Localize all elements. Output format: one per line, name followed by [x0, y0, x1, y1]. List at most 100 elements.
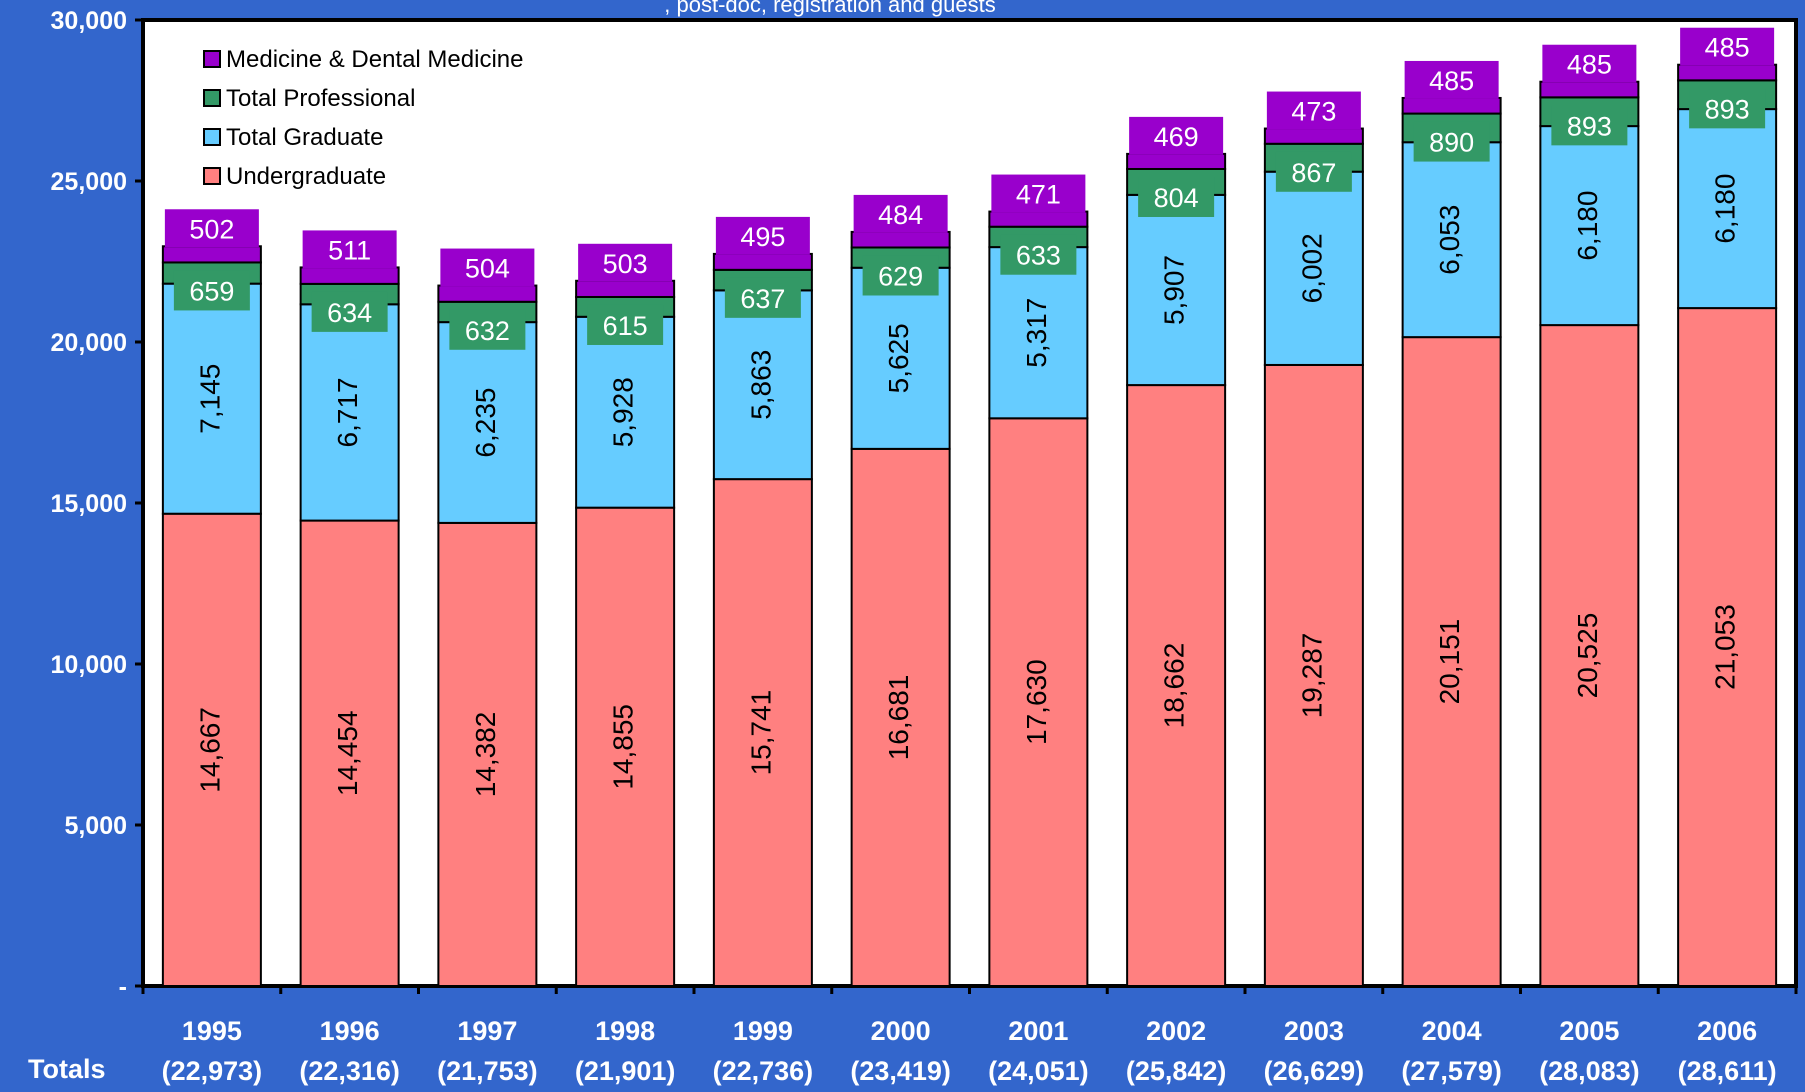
data-label-medicine: 485 [1705, 33, 1750, 63]
bar-segment-total-graduate [1263, 170, 1364, 366]
bar-segment-medicine-dental-medicine [1401, 96, 1502, 115]
legend-swatch [203, 89, 221, 107]
bar-segment-undergraduate [161, 512, 262, 987]
bar-segment-medicine-dental-medicine [1539, 80, 1640, 99]
bar-segment-total-graduate [1126, 193, 1227, 387]
data-label-box-medicine [853, 194, 948, 233]
data-label-graduate: 6,053 [1434, 205, 1465, 275]
data-label-professional: 629 [878, 261, 923, 291]
data-label-box-medicine [164, 209, 259, 248]
data-label-undergraduate: 14,454 [332, 710, 363, 796]
data-label-box-professional [1275, 151, 1352, 192]
data-label-box-medicine [1542, 44, 1637, 83]
x-tick-label-year: 2005 [1559, 1016, 1619, 1046]
y-tick-label: 15,000 [51, 490, 127, 518]
x-tick-label-total: (21,753) [437, 1056, 538, 1086]
y-tick-label: 10,000 [51, 651, 127, 679]
data-label-medicine: 511 [328, 235, 371, 265]
legend-entry: Medicine & Dental Medicine [226, 46, 523, 73]
bar-segment-undergraduate [575, 506, 676, 987]
data-label-box-professional [724, 277, 801, 318]
x-tick-label-year: 2002 [1146, 1016, 1206, 1046]
data-label-undergraduate: 18,662 [1159, 643, 1190, 729]
plot-area [141, 18, 1798, 988]
data-label-graduate: 6,180 [1710, 174, 1741, 244]
data-label-undergraduate: 17,630 [1021, 659, 1052, 745]
x-tick-label-total: (23,419) [850, 1056, 951, 1086]
data-label-undergraduate: 14,855 [608, 704, 639, 790]
data-label-medicine: 503 [603, 249, 648, 279]
x-tick-label-year: 2000 [871, 1016, 931, 1046]
data-label-professional: 804 [1154, 183, 1199, 213]
data-label-box-medicine [1404, 60, 1499, 99]
data-label-box-medicine [578, 243, 673, 282]
bar-segment-total-graduate [437, 321, 538, 524]
data-label-professional: 615 [603, 311, 648, 341]
x-tick-label-total: (25,842) [1126, 1056, 1227, 1086]
data-label-box-medicine [302, 230, 397, 269]
x-tick-label-total: (27,579) [1401, 1056, 1502, 1086]
data-label-box-medicine [715, 216, 810, 255]
data-label-medicine: 495 [740, 222, 785, 252]
y-tick-label: 20,000 [51, 329, 127, 357]
data-label-undergraduate: 21,053 [1710, 604, 1741, 690]
data-label-professional: 637 [740, 284, 785, 314]
legend-entry: Undergraduate [226, 163, 386, 190]
data-label-box-professional [587, 304, 664, 345]
data-label-graduate: 5,625 [883, 323, 914, 393]
legend: Medicine & Dental Medicine Total Professi… [203, 46, 523, 190]
data-label-box-professional [449, 309, 526, 350]
data-label-box-professional [173, 270, 250, 311]
bar-segment-medicine-dental-medicine [712, 252, 813, 271]
data-label-box-medicine [1266, 91, 1361, 130]
x-tick-label-total: (22,973) [162, 1056, 263, 1086]
bar-segment-undergraduate [1126, 384, 1227, 987]
bar-segment-undergraduate [1539, 324, 1640, 988]
data-label-medicine: 504 [465, 254, 510, 284]
data-label-box-professional [1413, 121, 1490, 162]
data-label-medicine: 485 [1567, 50, 1612, 80]
bar-segment-total-graduate [1401, 141, 1502, 339]
data-label-professional: 890 [1429, 128, 1474, 158]
x-tick-label-year: 2004 [1422, 1016, 1482, 1046]
legend-entry: Total Professional [226, 85, 415, 112]
x-tick-label-year: 1996 [320, 1016, 380, 1046]
data-label-graduate: 7,145 [194, 364, 225, 434]
x-tick-label-year: 2003 [1284, 1016, 1344, 1046]
chart-title-fragment: , post-doc, registration and guests [664, 0, 995, 17]
bar-segment-undergraduate [850, 447, 951, 987]
data-label-box-medicine [1129, 116, 1224, 155]
bar-segment-medicine-dental-medicine [988, 210, 1089, 228]
data-label-box-professional [862, 255, 939, 296]
bar-segment-total-graduate [850, 266, 951, 450]
data-label-box-medicine [440, 248, 535, 287]
x-tick-label-year: 1998 [595, 1016, 655, 1046]
data-label-medicine: 484 [878, 200, 923, 230]
x-tick-label-total: (22,736) [713, 1056, 814, 1086]
data-label-professional: 633 [1016, 241, 1061, 271]
bar-segment-medicine-dental-medicine [299, 266, 400, 285]
data-label-graduate: 5,928 [608, 377, 639, 447]
x-tick-label-total: (28,611) [1678, 1056, 1777, 1086]
data-label-graduate: 5,317 [1021, 298, 1052, 368]
data-label-professional: 867 [1291, 158, 1336, 188]
data-label-graduate: 5,863 [745, 350, 776, 420]
bar-segment-total-graduate [299, 303, 400, 522]
data-label-undergraduate: 20,151 [1434, 619, 1465, 705]
data-label-box-professional [1138, 176, 1215, 217]
totals-label: Totals [28, 1054, 106, 1084]
x-tick-label-year: 1999 [733, 1016, 793, 1046]
data-label-graduate: 5,907 [1159, 255, 1190, 325]
data-label-medicine: 485 [1429, 66, 1474, 96]
data-label-graduate: 6,235 [470, 387, 501, 457]
data-label-medicine: 471 [1016, 180, 1061, 210]
data-label-undergraduate: 20,525 [1572, 613, 1603, 699]
data-label-professional: 634 [327, 298, 372, 328]
x-tick-label-total: (24,051) [988, 1056, 1089, 1086]
data-label-box-medicine [1680, 27, 1775, 66]
data-label-undergraduate: 19,287 [1296, 633, 1327, 719]
data-label-undergraduate: 14,667 [194, 707, 225, 793]
bar-segment-undergraduate [1677, 307, 1778, 988]
x-tick-label-year: 2006 [1697, 1016, 1757, 1046]
